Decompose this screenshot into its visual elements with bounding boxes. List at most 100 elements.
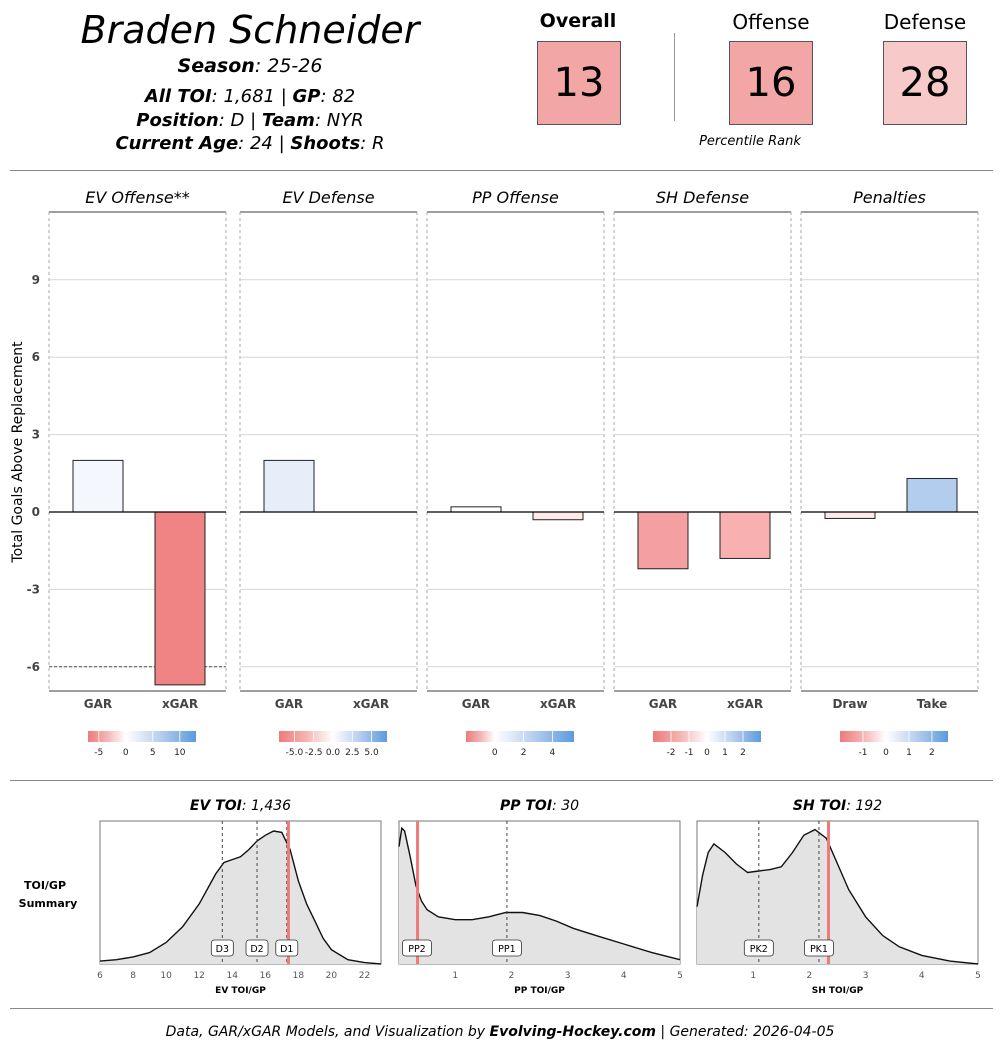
shoots-label: Shoots — [290, 133, 361, 154]
toi-label: All TOI — [144, 86, 212, 107]
toi-x-tick-label: 16 — [260, 971, 272, 981]
footer-prefix: Data, GAR/xGAR Models, and Visualization… — [165, 1024, 490, 1040]
density-line — [398, 826, 681, 961]
season-label: Season — [177, 55, 255, 77]
legend-tick-label: 5 — [150, 748, 156, 758]
marker-box-d3 — [210, 939, 234, 957]
bar-xgar — [532, 511, 584, 521]
legend-tick-label: 1 — [722, 748, 728, 758]
bar-xgar — [719, 511, 771, 559]
marker-box-pk1 — [804, 939, 834, 957]
marker-box-pk2 — [743, 939, 774, 957]
marker-label-pk1: PK1 — [810, 944, 828, 955]
toi-x-tick-label: 2 — [509, 971, 515, 981]
toi-x-tick-label: 5 — [975, 971, 981, 981]
toi-x-tick-label: 4 — [919, 971, 925, 981]
legend-tick-label: -5.0 — [286, 748, 304, 758]
bar-gar — [450, 506, 502, 513]
y-tick-label: -3 — [27, 582, 40, 596]
density-line — [696, 828, 979, 965]
x-tick-label: GAR — [84, 697, 112, 711]
panel-title: Penalties — [853, 188, 926, 207]
legend-tick-label: 2 — [929, 748, 935, 758]
toi-x-tick-label: 8 — [130, 971, 136, 981]
rating-divider — [674, 33, 675, 121]
legend-tick-label: 0 — [123, 748, 129, 758]
toi-panel-title: EV TOI: 1,436 — [190, 798, 291, 814]
legend-tick-label: 0.0 — [326, 748, 341, 758]
x-tick-label: Take — [917, 697, 948, 711]
toi-line: All TOI: 1,681 | GP: 82 — [60, 86, 440, 107]
toi-row-label-line1: TOI/GP — [24, 879, 66, 892]
toi-row-label-line2: Summary — [19, 897, 78, 910]
toi-x-axis-title: PP TOI/GP — [514, 986, 565, 996]
legend-tick-label: 1 — [906, 748, 912, 758]
legend-tick-label: -1 — [858, 748, 867, 758]
position-value: : D | — [218, 110, 262, 131]
overall-label: Overall — [539, 10, 617, 32]
x-tick-label: xGAR — [162, 697, 198, 711]
legend-tick-label: -5 — [94, 748, 103, 758]
density-area — [399, 828, 680, 964]
y-axis-title: Total Goals Above Replacement — [10, 341, 26, 564]
footer-site-link[interactable]: Evolving-Hockey.com — [489, 1024, 656, 1040]
gp-label: GP — [292, 86, 321, 107]
header-divider — [10, 170, 993, 171]
team-value: : NYR — [314, 110, 364, 131]
marker-box-d2 — [245, 939, 269, 957]
x-tick-label: Draw — [832, 697, 867, 711]
x-tick-label: xGAR — [540, 697, 576, 711]
toi-panel-title: SH TOI: 192 — [793, 798, 882, 814]
x-tick-label: xGAR — [353, 697, 389, 711]
legend-tick-label: -2 — [667, 748, 676, 758]
bar-draw — [824, 511, 876, 519]
percentile-caption: Percentile Rank — [699, 134, 801, 149]
player-name: Braden Schneider — [80, 8, 420, 52]
footer-suffix: | Generated: 2026-04-05 — [655, 1024, 835, 1040]
panel-title: EV Offense** — [85, 188, 189, 207]
marker-label-pp1: PP1 — [498, 944, 516, 955]
legend-tick-label: 5.0 — [364, 748, 379, 758]
toi-x-tick-label: 3 — [863, 971, 869, 981]
overall-rank-box: 13 — [537, 41, 621, 125]
bar-xgar — [154, 511, 206, 686]
toi-x-tick-label: 2 — [807, 971, 813, 981]
middle-divider — [10, 780, 993, 781]
legend-tick-label: 2 — [521, 748, 527, 758]
age-value: : 24 | — [238, 133, 291, 154]
toi-x-tick-label: 6 — [97, 971, 103, 981]
color-legend-bar — [88, 731, 196, 742]
legend-tick-label: 0 — [883, 748, 889, 758]
toi-x-axis-title: EV TOI/GP — [215, 986, 266, 996]
legend-tick-label: 0 — [704, 748, 710, 758]
marker-box-d1 — [275, 939, 299, 957]
y-tick-label: 9 — [32, 273, 40, 287]
color-legend-bar — [840, 731, 948, 742]
marker-label-pp2: PP2 — [408, 944, 426, 955]
legend-tick-label: -2.5 — [305, 748, 323, 758]
toi-x-axis-title: SH TOI/GP — [812, 986, 864, 996]
density-area — [100, 831, 381, 964]
y-tick-label: 6 — [32, 350, 40, 364]
age-label: Current Age — [115, 133, 239, 154]
legend-tick-label: 2.5 — [345, 748, 359, 758]
toi-x-tick-label: 18 — [293, 971, 305, 981]
toi-x-tick-label: 1 — [452, 971, 458, 981]
defense-label: Defense — [883, 10, 967, 34]
color-legend-bar — [466, 731, 574, 742]
bar-gar — [637, 511, 689, 570]
marker-label-d2: D2 — [250, 944, 263, 955]
season-line: Season: 25-26 — [60, 55, 440, 77]
toi-x-tick-label: 10 — [160, 971, 172, 981]
panel-title: SH Defense — [656, 188, 749, 207]
legend-tick-label: 10 — [174, 748, 186, 758]
toi-x-tick-label: 5 — [677, 971, 683, 981]
defense-rank-box: 28 — [883, 41, 967, 125]
toi-x-tick-label: 4 — [621, 971, 627, 981]
bar-take — [906, 477, 958, 513]
position-label: Position — [136, 110, 219, 131]
marker-label-d3: D3 — [216, 944, 229, 955]
offense-rank-box: 16 — [729, 41, 813, 125]
density-area — [697, 829, 978, 964]
